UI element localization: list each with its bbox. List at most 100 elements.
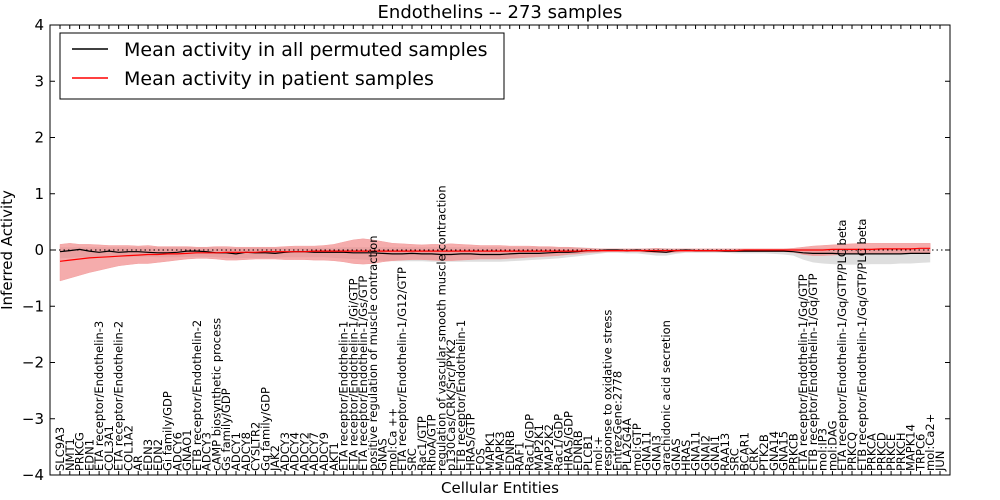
x-category-label: ETA receptor/Endothelin-1/Gi/GTP [346, 278, 360, 471]
x-category-label: HRAS [679, 440, 693, 471]
x-category-label: PRKCE [884, 434, 898, 471]
x-category-label: GNA14 [767, 431, 781, 471]
x-category-label: SRC [728, 448, 742, 471]
x-category-label: GNAI3 [649, 435, 663, 471]
x-category-label: EDN3 [141, 439, 155, 471]
x-category-label: PTK2B [757, 434, 771, 471]
series-line-permuted [59, 248, 931, 256]
plot-area [50, 238, 950, 282]
x-category-label: ADCY9 [317, 432, 331, 471]
legend-label-permuted: Mean activity in all permuted samples [124, 39, 487, 61]
x-category-label: GNAO1 [180, 429, 194, 471]
x-category-label: GNAS [669, 438, 683, 471]
x-category-label: HRAS/GDP [561, 411, 575, 471]
y-tick-label: 0 [34, 241, 44, 259]
x-category-label: GNA11 [640, 431, 654, 471]
x-category-label: ETB receptor/Endothelin-2 [190, 320, 204, 471]
y-tick-label: −4 [22, 466, 44, 484]
y-tick-label: 1 [34, 185, 44, 203]
x-category-label: ETA receptor/Endothelin-1/G12/GTP [395, 267, 409, 471]
x-category-label: EDNRB [571, 430, 585, 471]
x-category-label: mol:Ca ++ [385, 408, 399, 471]
x-category-label: ETB receptor/Endothelin-1 [454, 320, 468, 471]
x-category-label: PRKCQ [845, 432, 859, 471]
x-category-label: FOS [473, 448, 487, 471]
y-tick-label: −2 [22, 354, 44, 372]
x-category-label: PRKCB [786, 433, 800, 471]
x-category-label: ETA receptor/Endothelin-1/Gs/GTP [356, 276, 370, 471]
y-axis: 4 3 2 1 0 −1 −2 −3 −4 [22, 16, 950, 484]
x-category-label: MAPK14 [904, 424, 918, 471]
x-category-label: COL1A2 [121, 425, 135, 471]
y-tick-label: −3 [22, 410, 44, 428]
x-category-label: ETA receptor/Endothelin-1/Gq/GTP [796, 274, 810, 471]
x-category-label: Rac1/GTP [415, 416, 429, 471]
y-axis-label: Inferred Activity [0, 190, 16, 310]
x-category-label: MAPK1 [483, 431, 497, 471]
x-category-label: p130Cas/CRK/Src/PYK2 [444, 339, 458, 471]
x-category-label: mol:+ [591, 436, 605, 471]
x-category-label: mol:DAG [825, 420, 839, 471]
x-category-label: RhoA/GTP [425, 414, 439, 471]
x-category-label: ADCY3 [200, 432, 214, 471]
x-category-label: PRKCG [73, 432, 87, 471]
x-category-label: EDNRB [503, 430, 517, 471]
x-category-label: regulation of vascular smooth muscle con… [434, 185, 448, 471]
x-category-label: Gi family/GDP [161, 391, 175, 471]
x-category-label: ADCY2 [297, 432, 311, 471]
x-category-label: COL3A1 [102, 425, 116, 471]
series-lines [50, 247, 950, 262]
x-category-label: PLCB1 [581, 434, 595, 471]
x-category-label: PRKCD [874, 432, 888, 471]
x-category-label: response to oxidative stress [601, 310, 615, 471]
series-line-patient [59, 247, 931, 262]
x-category-label: MAP2K1 [532, 424, 546, 471]
x-category-label: Gq family/GDP [258, 387, 272, 471]
x-category-label: CYSLTR2 [249, 422, 263, 471]
x-category-label: RAA13 [718, 433, 732, 471]
x-category-label: SLC9A3 [53, 427, 67, 471]
x-category-label: MAP2K2 [542, 424, 556, 471]
x-category-label: SRC [405, 448, 419, 471]
y-tick-label: 2 [34, 129, 44, 147]
x-category-label: EDN1 [82, 439, 96, 471]
x-category-label: EntrezGene:2778 [610, 371, 624, 471]
x-category-label: RAF1 [513, 442, 527, 471]
x-axis-label: Cellular Entities [441, 479, 559, 497]
x-category-label: JAK2 [268, 445, 282, 472]
y-tick-label: 4 [34, 16, 44, 34]
x-category-label: ADCY8 [239, 432, 253, 471]
x-category-label: mol:Ca2+ [923, 414, 937, 471]
x-category-label: AR [131, 455, 145, 471]
x-category-label: TRPC6 [913, 434, 927, 472]
x-category-label: JUN [933, 451, 947, 472]
x-category-label: GNAS [376, 438, 390, 471]
x-category-label: mol:IP3 [816, 428, 830, 471]
x-category-label: PRKCA [865, 433, 879, 471]
chart-title: Endothelins -- 273 samples [378, 2, 623, 23]
x-category-label: ETB receptor/Endothelin-1/Gq/GTP/PLC bet… [855, 219, 869, 471]
x-category-label: positive regulation of muscle contractio… [366, 235, 380, 471]
x-category-label: cAMP biosynthetic process [209, 318, 223, 471]
x-category-label: ADCY6 [170, 432, 184, 471]
x-category-label: EDN2 [151, 439, 165, 471]
x-category-label: ETA receptor/Endothelin-1 [337, 321, 351, 471]
x-category-label: CRK [747, 447, 761, 471]
x-category-label: ETA receptor/Endothelin-3 [92, 321, 106, 471]
x-category-label: arachidonic acid secretion [659, 320, 673, 471]
x-category-label: Rac1/GDP [522, 414, 536, 471]
x-category-label: Rac1/GDP [552, 414, 566, 471]
x-category-label: mol:GTP [630, 423, 644, 471]
x-category-label: MAPK3 [493, 431, 507, 471]
x-category-label: ADCY1 [229, 432, 243, 471]
y-tick-label: −1 [22, 297, 44, 315]
x-category-label: ETA receptor/Endothelin-1/Gq/GTP/PLC bet… [835, 220, 849, 471]
x-category-label: ETB receptor/Endothelin-1/Gq/GTP [806, 273, 820, 471]
x-category-label: ADCY4 [288, 432, 302, 471]
legend-label-patient: Mean activity in patient samples [124, 68, 434, 90]
x-category-label: GNAI2 [698, 435, 712, 471]
x-category-label: ADCY3 [278, 432, 292, 471]
x-category-label: PRKCH [894, 432, 908, 471]
